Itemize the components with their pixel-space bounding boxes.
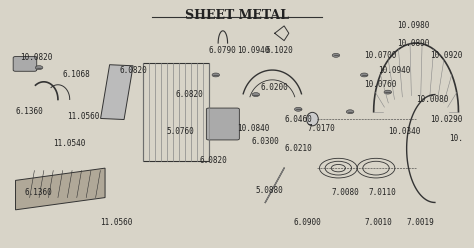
Circle shape	[36, 66, 43, 69]
Text: 10.0820: 10.0820	[20, 53, 53, 62]
Text: 6.1360: 6.1360	[25, 188, 53, 197]
Text: 6.1020: 6.1020	[265, 46, 293, 55]
Text: 6.0820: 6.0820	[119, 65, 147, 75]
Text: 10.0940: 10.0940	[237, 46, 269, 55]
Text: 6.1068: 6.1068	[63, 70, 91, 79]
Text: 6.0900: 6.0900	[293, 217, 321, 227]
Text: 11.0560: 11.0560	[67, 112, 100, 121]
Text: 10.0760: 10.0760	[364, 80, 397, 89]
Text: 7.0080: 7.0080	[331, 188, 359, 197]
Text: 7.0110: 7.0110	[369, 188, 397, 197]
Text: 10.0080: 10.0080	[416, 95, 448, 104]
Text: 7.0170: 7.0170	[308, 124, 336, 133]
Polygon shape	[100, 65, 133, 120]
Text: 6.0200: 6.0200	[261, 83, 288, 92]
Circle shape	[294, 107, 302, 111]
Circle shape	[360, 73, 368, 77]
Circle shape	[384, 90, 392, 94]
Text: 6.0790: 6.0790	[209, 46, 237, 55]
Text: 6.0820: 6.0820	[199, 156, 227, 165]
Text: 11.0540: 11.0540	[53, 139, 86, 148]
Text: 7.0010: 7.0010	[364, 217, 392, 227]
Text: 10.0890: 10.0890	[397, 39, 429, 48]
Text: 6.0210: 6.0210	[284, 144, 312, 153]
Text: 10.0940: 10.0940	[378, 65, 411, 75]
Text: 6.1360: 6.1360	[16, 107, 43, 116]
Circle shape	[252, 93, 260, 96]
Text: SHEET METAL: SHEET METAL	[185, 9, 289, 22]
Circle shape	[346, 110, 354, 114]
Text: 6.0460: 6.0460	[284, 115, 312, 124]
Text: 7.0019: 7.0019	[407, 217, 434, 227]
Text: 10.0980: 10.0980	[397, 21, 429, 31]
Text: 5.0760: 5.0760	[166, 127, 194, 136]
FancyBboxPatch shape	[13, 57, 36, 71]
Text: 10.0840: 10.0840	[237, 124, 269, 133]
Text: 6.0300: 6.0300	[251, 137, 279, 146]
Text: 10.: 10.	[449, 134, 463, 143]
FancyBboxPatch shape	[206, 108, 239, 140]
Text: 10.0920: 10.0920	[430, 51, 463, 60]
Text: 10.0700: 10.0700	[364, 51, 397, 60]
Bar	[143, 63, 209, 161]
Text: 10.0340: 10.0340	[388, 127, 420, 136]
Circle shape	[212, 73, 219, 77]
Circle shape	[332, 53, 340, 57]
Text: 6.0820: 6.0820	[176, 90, 203, 99]
Ellipse shape	[307, 112, 318, 126]
Polygon shape	[16, 168, 105, 210]
Text: 10.0290: 10.0290	[430, 115, 463, 124]
Text: 5.0880: 5.0880	[256, 186, 283, 195]
Text: 11.0560: 11.0560	[100, 217, 133, 227]
